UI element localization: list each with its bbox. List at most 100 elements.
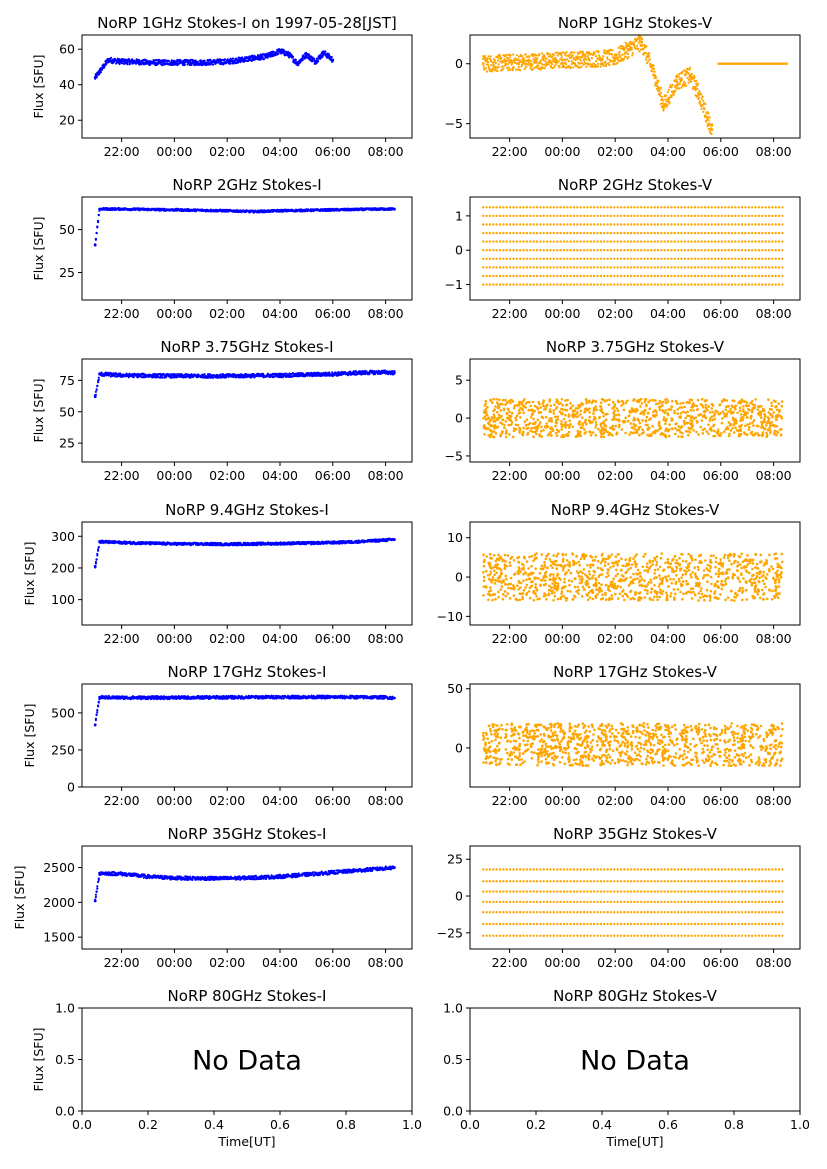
data-point xyxy=(714,257,717,260)
data-point xyxy=(569,283,572,286)
data-point xyxy=(512,214,515,218)
data-point xyxy=(591,65,595,68)
data-point xyxy=(528,61,531,64)
data-point xyxy=(490,64,493,67)
data-point xyxy=(690,223,693,226)
data-point xyxy=(744,266,747,269)
data-point xyxy=(512,223,515,226)
data-point xyxy=(613,240,616,243)
data-point xyxy=(599,65,602,68)
data-point xyxy=(515,249,518,252)
data-point xyxy=(485,266,488,269)
data-point xyxy=(517,68,520,71)
data-point xyxy=(684,422,687,425)
data-point xyxy=(539,231,542,235)
data-point xyxy=(492,257,495,260)
data-point xyxy=(640,257,643,260)
data-point xyxy=(677,231,680,235)
data-point xyxy=(586,231,589,235)
data-point xyxy=(664,102,667,105)
data-point xyxy=(552,240,555,243)
data-point xyxy=(703,283,707,286)
data-point xyxy=(582,231,586,235)
data-point xyxy=(730,249,734,252)
data-point xyxy=(146,61,150,64)
data-point xyxy=(764,240,767,243)
data-point xyxy=(732,423,736,427)
x-tick-label: 04:00 xyxy=(262,306,298,321)
data-point xyxy=(582,50,585,53)
data-point xyxy=(503,58,506,61)
data-point xyxy=(592,274,596,278)
data-point xyxy=(519,249,522,252)
data-point xyxy=(594,63,597,66)
data-point xyxy=(781,240,784,243)
data-point xyxy=(492,206,495,209)
data-point xyxy=(519,206,522,209)
data-point xyxy=(175,61,178,64)
data-point xyxy=(640,240,643,243)
data-point xyxy=(742,405,745,408)
data-point xyxy=(777,206,781,209)
data-point xyxy=(505,274,508,278)
data-point xyxy=(545,283,549,286)
data-point xyxy=(717,274,720,278)
data-point xyxy=(529,240,532,243)
data-point xyxy=(747,283,750,286)
data-point xyxy=(97,221,100,224)
data-point xyxy=(550,63,554,66)
data-point xyxy=(727,249,730,252)
data-point xyxy=(282,49,286,52)
data-point xyxy=(717,257,720,260)
data-point xyxy=(337,371,340,374)
data-point xyxy=(710,283,713,286)
data-point xyxy=(619,214,623,218)
x-tick-label: 02:00 xyxy=(597,306,633,321)
data-point xyxy=(599,404,602,408)
data-point xyxy=(667,88,671,91)
data-point xyxy=(549,274,552,278)
data-point xyxy=(137,58,140,61)
data-point xyxy=(747,249,750,252)
data-point xyxy=(734,257,737,260)
data-point xyxy=(549,266,552,269)
data-point xyxy=(609,257,613,260)
data-point xyxy=(680,257,683,260)
data-point xyxy=(641,38,644,41)
data-point xyxy=(750,249,754,252)
data-point xyxy=(710,206,713,209)
data-point xyxy=(542,231,545,235)
data-point xyxy=(781,266,784,269)
chart-3: NoRP 2GHz Stokes-V22:00 00:00 02:00 04:00 06… xyxy=(445,176,801,321)
data-point xyxy=(642,47,645,50)
data-point xyxy=(656,206,660,209)
data-point xyxy=(569,274,572,278)
data-point xyxy=(665,94,668,97)
data-point xyxy=(623,240,626,243)
data-point xyxy=(549,240,552,243)
data-point xyxy=(640,214,643,218)
data-point xyxy=(590,56,594,60)
data-point xyxy=(607,51,610,54)
data-point xyxy=(774,240,777,243)
data-point xyxy=(502,240,505,243)
data-point xyxy=(623,283,626,286)
data-point xyxy=(523,61,526,64)
data-point xyxy=(660,249,663,252)
data-point xyxy=(499,55,502,58)
data-point xyxy=(730,274,734,278)
data-point xyxy=(586,283,589,286)
data-point xyxy=(680,79,684,82)
data-point xyxy=(707,119,710,122)
data-point xyxy=(697,92,701,96)
data-point xyxy=(771,240,774,243)
data-point xyxy=(680,206,683,209)
data-point xyxy=(646,257,650,260)
data-point xyxy=(501,65,504,68)
data-point xyxy=(606,58,609,61)
data-point xyxy=(512,206,515,209)
data-point xyxy=(572,257,576,260)
data-point xyxy=(696,87,699,90)
data-point xyxy=(594,421,598,424)
